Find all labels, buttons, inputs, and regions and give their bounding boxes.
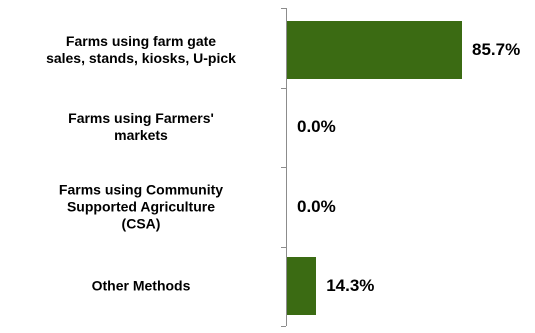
value-label: 85.7% [472,39,521,59]
bar [287,257,317,316]
category-label: Farms using Community Supported Agricult… [58,181,224,232]
category-label: Farms using farm gate sales, stands, kio… [46,32,236,66]
value-label: 0.0% [297,196,336,216]
axis-line [286,8,287,326]
tick-mark [281,246,286,248]
value-label: 0.0% [297,117,336,137]
category-label: Other Methods [91,277,191,294]
category-label: Farms using Farmers' markets [68,110,214,144]
bar [287,20,462,79]
tick-mark [281,167,286,168]
tick-mark [281,8,286,9]
tick-mark [281,87,286,89]
value-label: 14.3% [326,276,375,296]
tick-mark [281,326,286,327]
